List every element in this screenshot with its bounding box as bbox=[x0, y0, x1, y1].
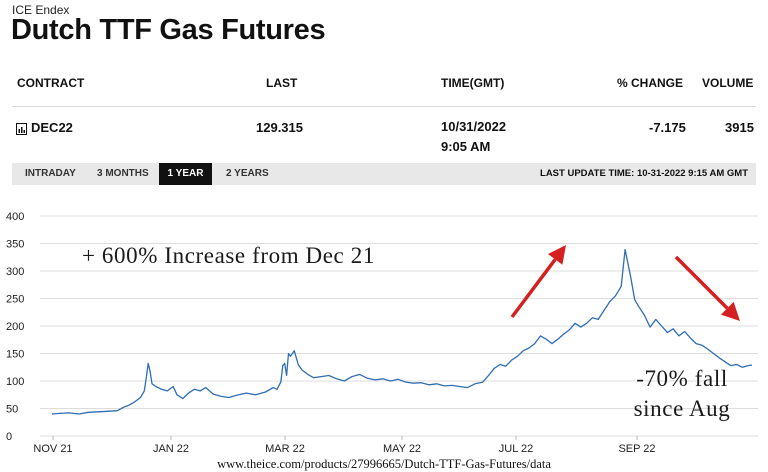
contract-cell[interactable]: DEC22 bbox=[31, 120, 73, 135]
y-tick-label: 250 bbox=[6, 294, 24, 306]
x-tick-label: JAN 22 bbox=[153, 443, 189, 455]
y-tick-label: 350 bbox=[6, 239, 24, 251]
column-header-contract: CONTRACT bbox=[17, 76, 85, 90]
y-tick-label: 300 bbox=[6, 266, 24, 278]
fall-annotation-line1: -70% fall bbox=[636, 366, 728, 391]
tab-2-years[interactable]: 2 YEARS bbox=[226, 168, 269, 179]
y-tick-label: 0 bbox=[6, 431, 12, 443]
y-tick-label: 50 bbox=[6, 404, 18, 416]
x-tick-label: NOV 21 bbox=[33, 443, 72, 455]
fall-annotation-line2: since Aug bbox=[633, 396, 731, 421]
percent-change-cell: -7.175 bbox=[649, 120, 686, 135]
tab-1-year[interactable]: 1 YEAR bbox=[159, 163, 212, 185]
volume-cell: 3915 bbox=[725, 120, 754, 135]
source-url: www.theice.com/products/27996665/Dutch-T… bbox=[217, 457, 551, 471]
y-tick-label: 200 bbox=[6, 321, 24, 333]
x-axis-ticks: NOV 21 JAN 22 MAR 22 MAY 22 JUL 22 SEP 22 bbox=[33, 436, 656, 455]
tab-intraday[interactable]: INTRADAY bbox=[25, 168, 76, 179]
price-chart: 0 50 100 150 200 250 300 350 400 NOV 21 JAN 22 MAR… bbox=[6, 211, 758, 455]
down-arrow bbox=[674, 255, 740, 321]
y-tick-label: 100 bbox=[6, 376, 24, 388]
exchange-name: ICE Endex bbox=[12, 3, 70, 17]
y-axis-ticks: 0 50 100 150 200 250 300 350 400 bbox=[6, 211, 24, 443]
x-tick-label: JUL 22 bbox=[499, 443, 533, 455]
timeframe-tabs: INTRADAY 3 MONTHS 1 YEAR 2 YEARS LAST UP… bbox=[12, 163, 756, 185]
table-divider bbox=[12, 106, 756, 107]
time-clock-cell: 9:05 AM bbox=[441, 139, 491, 154]
column-header-last: LAST bbox=[266, 76, 298, 90]
column-header-change: % CHANGE bbox=[617, 76, 684, 90]
annotation-arrows bbox=[510, 245, 740, 321]
column-header-time: TIME(GMT) bbox=[441, 76, 505, 90]
last-update-time: LAST UPDATE TIME: 10-31-2022 9:15 AM GMT bbox=[540, 168, 748, 179]
last-price-cell: 129.315 bbox=[256, 120, 303, 135]
series-line bbox=[51, 248, 753, 415]
up-arrow bbox=[510, 245, 566, 319]
x-tick-label: SEP 22 bbox=[618, 443, 655, 455]
chart-document-icon[interactable] bbox=[16, 122, 27, 135]
chart-grid bbox=[40, 215, 758, 437]
page-title: Dutch TTF Gas Futures bbox=[11, 14, 326, 46]
x-tick-label: MAY 22 bbox=[383, 443, 421, 455]
tab-3-months[interactable]: 3 MONTHS bbox=[97, 168, 149, 179]
column-header-volume: VOLUME bbox=[702, 76, 754, 90]
time-date-cell: 10/31/2022 bbox=[441, 119, 507, 134]
x-tick-label: MAR 22 bbox=[265, 443, 305, 455]
increase-annotation: + 600% Increase from Dec 21 bbox=[82, 243, 375, 268]
y-tick-label: 150 bbox=[6, 349, 24, 361]
y-tick-label: 400 bbox=[6, 211, 24, 223]
